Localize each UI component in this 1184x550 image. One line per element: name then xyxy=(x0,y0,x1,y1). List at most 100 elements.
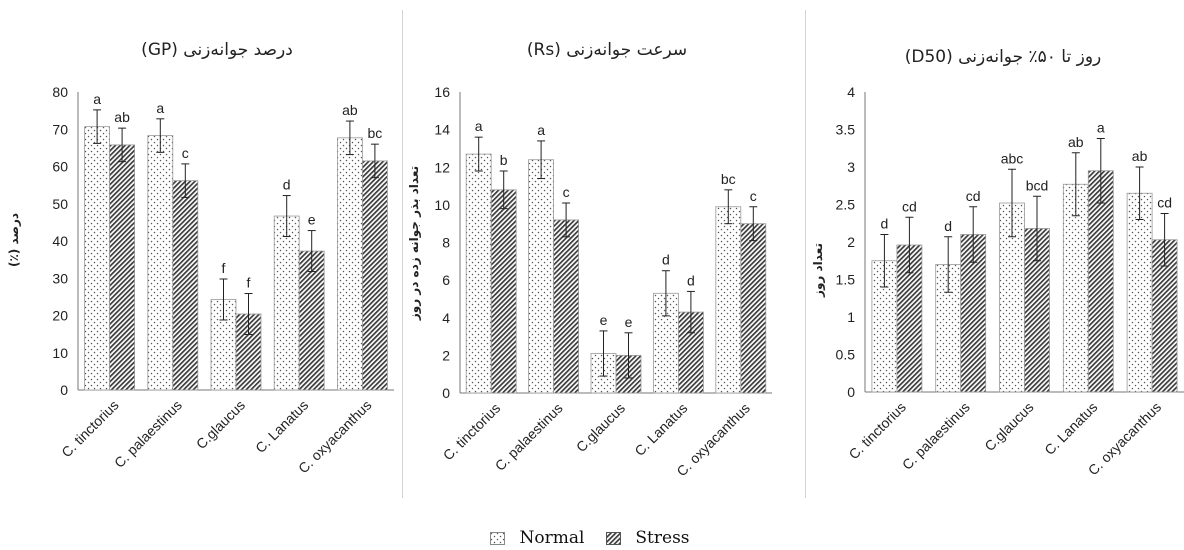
chart3-category-label: C. Lanatus xyxy=(1041,399,1100,458)
chart1-ytick-label: 40 xyxy=(52,233,68,249)
chart3-sig-letter: cd xyxy=(1157,195,1172,211)
chart1-ytick-label: 0 xyxy=(60,382,68,398)
legend: Normal Stress xyxy=(440,527,740,549)
chart2-sig-letter: d xyxy=(662,252,670,268)
chart3-category-label: C.glaucus xyxy=(981,399,1036,454)
legend-swatch-normal xyxy=(490,531,506,545)
chart3-category-label: C. palaestinus xyxy=(899,399,973,473)
chart1-bar-normal xyxy=(147,135,174,391)
chart3-sig-letter: cd xyxy=(902,198,917,214)
chart2-ytick-label: 10 xyxy=(434,197,450,213)
legend-item-stress: Stress xyxy=(606,528,690,548)
chart2-sig-letter: bc xyxy=(721,171,736,187)
chart3-sig-letter: ab xyxy=(1068,134,1084,150)
legend-swatch-stress xyxy=(606,531,622,545)
chart2-ylabel: تعداد بذر جوانه زده در روز xyxy=(407,166,422,321)
chart1-sig-letter: a xyxy=(93,91,101,107)
chart1-ytick-label: 80 xyxy=(52,84,68,100)
chart3-sig-letter: cd xyxy=(966,188,981,204)
chart1-sig-letter: f xyxy=(247,275,251,291)
chart1-bar-stress xyxy=(298,250,325,391)
chart2-ytick-label: 2 xyxy=(442,347,450,363)
chart3-title: روز تا ۵۰٪ جوانه‌زنی (D50) xyxy=(905,47,1102,67)
chart1-sig-letter: f xyxy=(222,260,226,276)
chart1-sig-letter: d xyxy=(283,177,291,193)
chart1-ytick-label: 60 xyxy=(52,159,68,175)
chart1-bar-normal xyxy=(336,137,363,391)
chart1-sig-letter: ab xyxy=(114,109,130,125)
chart2-category-label: C. tinctorius xyxy=(440,400,504,464)
chart1-ytick-label: 70 xyxy=(52,121,68,137)
chart1-sig-letter: e xyxy=(308,212,316,228)
chart3-bar-normal xyxy=(1126,192,1153,393)
chart3-ytick-label: 3.5 xyxy=(836,122,856,138)
chart2-ytick-label: 16 xyxy=(434,84,450,100)
legend-label-stress: Stress xyxy=(635,528,690,548)
chart2-bar-stress xyxy=(490,189,517,394)
chart3-sig-letter: d xyxy=(944,218,952,234)
chart3-ytick-label: 0.5 xyxy=(836,347,856,363)
chart1-sig-letter: a xyxy=(156,100,164,116)
chart2-sig-letter: b xyxy=(500,152,508,168)
chart3-ytick-label: 1 xyxy=(847,309,855,325)
chart1-ytick-label: 30 xyxy=(52,270,68,286)
chart2-ytick-label: 4 xyxy=(442,310,450,326)
chart1-category-label: C. tinctorius xyxy=(58,397,122,461)
chart2-bar-normal xyxy=(715,206,742,394)
chart2-ytick-label: 8 xyxy=(442,235,450,251)
chart2-ytick-label: 14 xyxy=(434,122,450,138)
chart2-bar-stress xyxy=(740,223,767,394)
charts-svg: درصد جوانه‌زنی (GP)درصد (٪)0102030405060… xyxy=(7,40,1184,479)
chart2-sig-letter: a xyxy=(537,122,545,138)
chart2-category-label: C.glaucus xyxy=(573,400,628,455)
chart1-ytick-label: 50 xyxy=(52,196,68,212)
chart1-sig-letter: ab xyxy=(342,102,358,118)
chart2-sig-letter: a xyxy=(475,118,483,134)
chart3-sig-letter: d xyxy=(881,216,889,232)
chart2-bar-normal xyxy=(528,159,554,394)
chart3-sig-letter: ab xyxy=(1132,148,1148,164)
chart3-ytick-label: 2.5 xyxy=(836,197,856,213)
chart1-ylabel: درصد (٪) xyxy=(7,213,21,267)
panel-divider-1 xyxy=(402,10,403,498)
chart3-sig-letter: a xyxy=(1097,120,1105,136)
chart1-title: درصد جوانه‌زنی (GP) xyxy=(141,40,293,60)
chart1-sig-letter: c xyxy=(182,145,189,161)
chart1-category-label: C. palaestinus xyxy=(111,397,185,471)
chart2-category-label: C. Lanatus xyxy=(631,400,690,459)
chart1-bar-stress xyxy=(109,144,135,391)
chart3-ylabel: تعداد روز xyxy=(811,243,826,298)
panel-divider-2 xyxy=(805,10,806,498)
chart2-sig-letter: d xyxy=(687,272,695,288)
legend-item-normal: Normal xyxy=(490,528,584,548)
chart1-category-label: C.glaucus xyxy=(193,397,248,452)
legend-label-normal: Normal xyxy=(519,528,585,548)
chart2-sig-letter: c xyxy=(563,184,570,200)
chart1-bar-normal xyxy=(273,215,300,391)
chart3-ytick-label: 3 xyxy=(847,159,855,175)
chart1-category-label: C. Lanatus xyxy=(252,397,311,456)
chart2-sig-letter: e xyxy=(600,312,608,328)
chart1-bar-normal xyxy=(84,126,110,391)
chart1-bar-stress xyxy=(361,160,388,391)
chart2-ytick-label: 6 xyxy=(442,272,450,288)
chart3-ytick-label: 4 xyxy=(847,84,855,100)
chart3-bar-normal xyxy=(1062,183,1089,393)
chart3-ytick-label: 0 xyxy=(847,384,855,400)
chart3-bar-stress xyxy=(1087,170,1114,393)
chart2-sig-letter: e xyxy=(625,314,633,330)
chart2-sig-letter: c xyxy=(750,188,757,204)
chart3-sig-letter: abc xyxy=(1001,150,1024,166)
chart2-bar-normal xyxy=(465,153,492,394)
chart1-bar-stress xyxy=(172,180,199,391)
chart1-sig-letter: bc xyxy=(368,125,383,141)
chart2-ytick-label: 0 xyxy=(442,385,450,401)
chart3-sig-letter: bcd xyxy=(1026,177,1049,193)
chart3-ytick-label: 2 xyxy=(847,234,855,250)
chart2-bar-stress xyxy=(553,219,579,394)
chart3-ytick-label: 1.5 xyxy=(836,272,856,288)
chart1-ytick-label: 20 xyxy=(52,308,68,324)
chart1-ytick-label: 10 xyxy=(52,345,68,361)
chart3-category-label: C. tinctorius xyxy=(845,399,909,463)
